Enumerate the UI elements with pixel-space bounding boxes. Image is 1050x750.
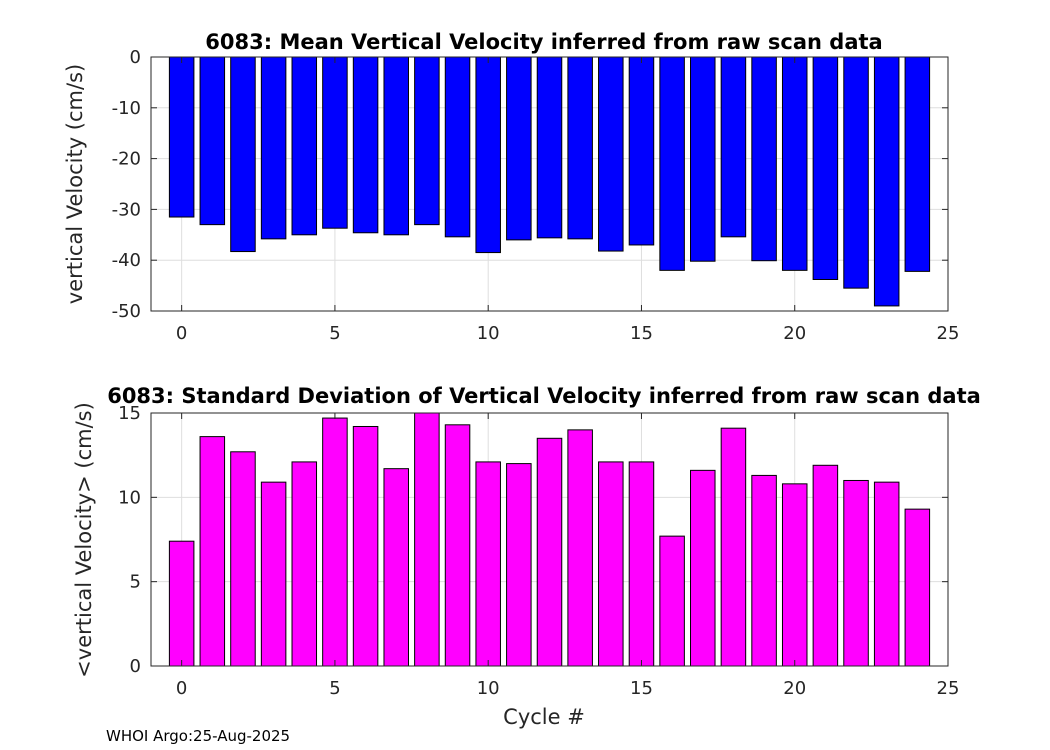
std-velocity-ytick-label-15: 15 (118, 403, 141, 424)
footer-stamp: WHOI Argo:25-Aug-2025 (106, 727, 290, 745)
mean-velocity-xtick-label-0: 0 (176, 323, 187, 344)
mean-velocity-bar-14 (598, 56, 624, 252)
std-velocity-bar-23 (873, 481, 900, 667)
mean-velocity-bar-12 (536, 56, 563, 239)
mean-velocity-ytick-label--10: -10 (112, 98, 141, 119)
std-velocity-xlabel: Cycle # (503, 705, 585, 729)
mean-velocity-bar-11 (506, 56, 532, 241)
std-velocity-bar-3 (260, 481, 287, 667)
std-velocity-bar-11 (506, 463, 532, 667)
std-velocity-bar-17 (690, 469, 716, 667)
std-velocity-bar-19 (751, 474, 777, 667)
mean-velocity-bar-15 (628, 56, 655, 246)
mean-velocity-bar-23 (873, 56, 900, 307)
mean-velocity-bar-0 (168, 56, 195, 218)
std-velocity-bar-10 (475, 461, 501, 667)
mean-velocity-xtick-label-20: 20 (783, 323, 806, 344)
std-velocity-title: 6083: Standard Deviation of Vertical Vel… (107, 384, 981, 408)
mean-velocity-bar-5 (322, 56, 348, 229)
std-velocity-xtick-label-5: 5 (329, 678, 340, 699)
mean-velocity-bar-7 (383, 56, 409, 236)
mean-velocity-bar-2 (230, 56, 256, 253)
std-velocity-bar-1 (199, 436, 226, 667)
std-velocity-bars (168, 412, 931, 667)
mean-velocity-bar-21 (812, 56, 839, 280)
mean-velocity-bar-20 (781, 56, 808, 271)
std-velocity-bar-15 (628, 461, 655, 667)
std-velocity-ylabel: <vertical Velocity> (cm/s) (72, 402, 96, 678)
std-velocity-bar-21 (812, 464, 839, 667)
std-velocity-bar-13 (567, 429, 593, 667)
std-velocity-xtick-label-0: 0 (176, 678, 187, 699)
mean-velocity-bar-10 (475, 56, 501, 254)
std-velocity-xtick-label-20: 20 (783, 678, 806, 699)
mean-velocity-bar-6 (352, 56, 379, 234)
mean-velocity-chart: 0 5 10 15 20 25 0 -10 -20 -30 -40 -50 6083: Mean Ve… (63, 30, 959, 344)
mean-velocity-bar-3 (260, 56, 287, 240)
mean-velocity-bar-1 (199, 56, 226, 226)
mean-velocity-bar-4 (291, 56, 318, 236)
mean-velocity-title: 6083: Mean Vertical Velocity inferred fr… (205, 30, 882, 54)
mean-velocity-bar-18 (720, 56, 747, 238)
std-velocity-xtick-label-15: 15 (630, 678, 653, 699)
std-velocity-ytick-label-0: 0 (130, 656, 141, 677)
mean-velocity-xtick-label-15: 15 (630, 323, 653, 344)
std-velocity-ytick-label-10: 10 (118, 487, 141, 508)
std-velocity-chart: 0 5 10 15 20 25 0 5 10 15 6083: Standard Deviatio… (72, 384, 981, 729)
mean-velocity-ytick-label--50: -50 (112, 301, 141, 322)
mean-velocity-bars (168, 56, 931, 307)
std-velocity-bar-0 (168, 540, 195, 667)
std-velocity-xtick-label-10: 10 (477, 678, 500, 699)
std-velocity-bar-8 (414, 412, 440, 667)
std-velocity-bar-4 (291, 461, 318, 667)
mean-velocity-ytick-label--30: -30 (112, 199, 141, 220)
std-velocity-bar-6 (352, 425, 379, 667)
mean-velocity-ytick-label--40: -40 (112, 250, 141, 271)
std-velocity-bar-7 (383, 468, 409, 667)
std-velocity-bar-20 (781, 483, 808, 667)
mean-velocity-ylabel: vertical Velocity (cm/s) (63, 64, 87, 304)
mean-velocity-bar-16 (659, 56, 685, 271)
mean-velocity-ytick-label-0: 0 (130, 47, 141, 68)
mean-velocity-bar-22 (843, 56, 869, 289)
std-velocity-bar-22 (843, 479, 869, 667)
mean-velocity-xtick-label-5: 5 (329, 323, 340, 344)
mean-velocity-bar-24 (904, 56, 931, 272)
mean-velocity-axes-box (150, 56, 949, 312)
std-velocity-bar-24 (904, 508, 931, 667)
std-velocity-ytick-label-5: 5 (130, 572, 141, 593)
mean-velocity-ytick-label--20: -20 (112, 149, 141, 170)
std-velocity-bar-12 (536, 437, 563, 667)
std-velocity-ticks: 0 5 10 15 20 25 0 5 10 15 (118, 403, 959, 699)
mean-velocity-bar-19 (751, 56, 777, 262)
std-velocity-xtick-label-25: 25 (937, 678, 960, 699)
std-velocity-bar-16 (659, 535, 685, 667)
mean-velocity-bar-13 (567, 56, 593, 240)
mean-velocity-bar-17 (690, 56, 716, 262)
mean-velocity-ticks: 0 5 10 15 20 25 0 -10 -20 -30 -40 -50 (112, 47, 960, 344)
std-velocity-bar-9 (444, 424, 471, 667)
mean-velocity-bar-9 (444, 56, 471, 238)
std-velocity-bar-2 (230, 451, 256, 667)
mean-velocity-bar-8 (414, 56, 440, 226)
mean-velocity-xtick-label-10: 10 (477, 323, 500, 344)
std-velocity-bar-5 (322, 417, 348, 667)
mean-velocity-xtick-label-25: 25 (937, 323, 960, 344)
std-velocity-bar-14 (598, 461, 624, 667)
std-velocity-axes-box (150, 412, 949, 667)
std-velocity-bar-18 (720, 427, 747, 667)
